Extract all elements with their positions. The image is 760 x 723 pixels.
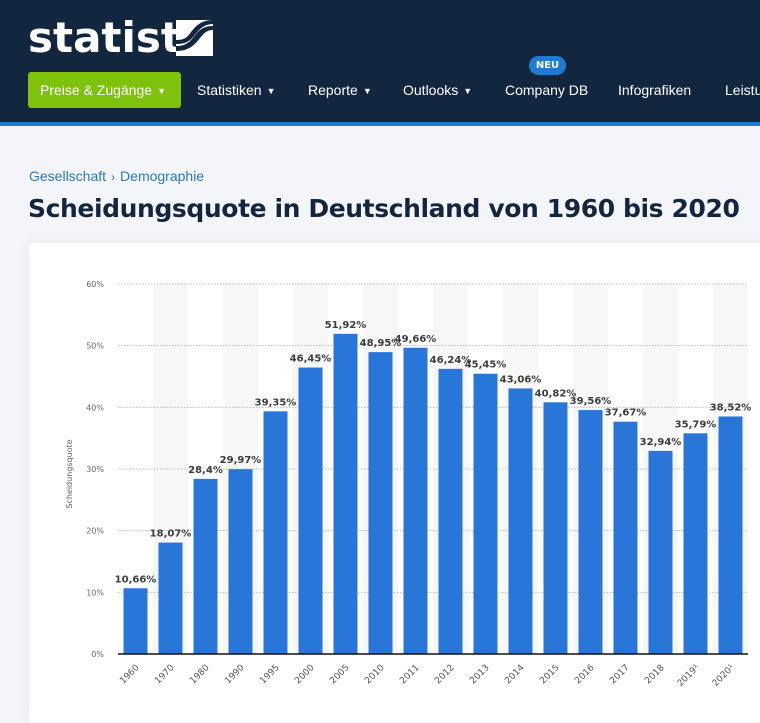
- x-tick-label: 2018: [643, 663, 666, 686]
- data-label: 39,56%: [570, 396, 612, 407]
- x-tick-label: 1980: [188, 663, 211, 686]
- data-label: 49,66%: [395, 334, 437, 345]
- nav-outlooks[interactable]: Outlooks ▼: [403, 72, 472, 108]
- data-label: 18,07%: [150, 529, 192, 540]
- nav-label: Company DB: [505, 82, 589, 98]
- bar: [508, 388, 533, 654]
- data-label: 28,4%: [188, 465, 223, 476]
- new-badge: NEU: [529, 56, 566, 75]
- bar: [193, 478, 218, 654]
- data-label: 48,95%: [360, 338, 402, 349]
- x-tick-label: 2017: [608, 663, 631, 686]
- data-label: 10,66%: [115, 574, 157, 585]
- y-tick-label: 10%: [86, 588, 104, 597]
- nav-preise-zugaenge[interactable]: Preise & Zugänge ▼: [28, 72, 181, 108]
- bar: [578, 410, 603, 654]
- y-axis-title: Scheidungsquote: [65, 439, 74, 508]
- data-label: 40,82%: [535, 388, 577, 399]
- x-tick-label: 2005: [328, 663, 351, 686]
- x-tick-label: 2000: [293, 663, 316, 686]
- data-label: 39,35%: [255, 397, 297, 408]
- bar: [438, 368, 463, 654]
- nav-label: Outlooks: [403, 82, 459, 98]
- nav-label: Infografiken: [618, 82, 692, 98]
- data-label: 45,45%: [465, 360, 507, 371]
- y-tick-label: 40%: [86, 403, 104, 412]
- statista-logo-icon[interactable]: [176, 20, 213, 56]
- x-tick-label: 1960: [118, 663, 141, 686]
- bar: [683, 433, 708, 654]
- nav-company-db[interactable]: Company DB: [505, 72, 588, 108]
- breadcrumb: Gesellschaft › Demographie: [29, 168, 204, 184]
- nav-infografiken[interactable]: Infografiken: [618, 72, 691, 108]
- bar: [473, 373, 498, 654]
- bar: [123, 588, 148, 654]
- bar: [613, 421, 638, 654]
- y-tick-label: 0%: [91, 650, 104, 659]
- bar: [263, 411, 288, 654]
- y-tick-label: 60%: [86, 280, 104, 289]
- bar: [368, 352, 393, 654]
- x-tick-label: 1970: [153, 663, 176, 686]
- x-tick-label: 1990: [223, 663, 246, 686]
- caret-down-icon: ▼: [362, 86, 372, 96]
- nav-reporte[interactable]: Reporte ▼: [308, 72, 372, 108]
- y-tick-label: 50%: [86, 342, 104, 351]
- data-label: 38,52%: [710, 402, 752, 413]
- bar: [228, 469, 253, 654]
- x-tick-label: 1995: [258, 663, 281, 686]
- caret-down-icon: ▼: [463, 86, 473, 96]
- caret-down-icon: ▼: [266, 86, 276, 96]
- page-title: Scheidungsquote in Deutschland von 1960 …: [28, 194, 740, 223]
- x-tick-label: 2016: [573, 663, 596, 686]
- bar: [158, 542, 183, 654]
- data-label: 46,45%: [290, 354, 332, 365]
- x-tick-label: 2011: [398, 663, 421, 686]
- bar: [333, 333, 358, 654]
- nav-label: Leistu: [725, 82, 760, 98]
- nav-label: Preise & Zugänge: [40, 82, 153, 98]
- data-label: 32,94%: [640, 437, 682, 448]
- bar: [718, 416, 743, 654]
- bar: [298, 367, 323, 654]
- bar: [648, 450, 673, 654]
- nav-label: Statistiken: [197, 82, 262, 98]
- bar: [543, 402, 568, 654]
- data-label: 29,97%: [220, 455, 262, 466]
- x-tick-label: 2019¹: [676, 663, 702, 689]
- bar: [403, 347, 428, 654]
- x-tick-label: 2013: [468, 663, 491, 686]
- breadcrumb-gesellschaft[interactable]: Gesellschaft: [29, 168, 107, 184]
- x-tick-label: 2010: [363, 663, 386, 686]
- x-tick-label: 2012: [433, 663, 456, 686]
- data-label: 51,92%: [325, 320, 367, 331]
- data-label: 46,24%: [430, 355, 472, 366]
- x-tick-label: 2015: [538, 663, 561, 686]
- y-tick-label: 30%: [86, 465, 104, 474]
- x-tick-label: 2014: [503, 663, 526, 686]
- breadcrumb-demographie[interactable]: Demographie: [120, 168, 205, 184]
- nav-statistiken[interactable]: Statistiken ▼: [197, 72, 276, 108]
- data-label: 43,06%: [500, 374, 542, 385]
- data-label: 35,79%: [675, 419, 717, 430]
- x-tick-label: 2020¹: [711, 663, 737, 689]
- data-label: 37,67%: [605, 408, 647, 419]
- nav-label: Reporte: [308, 82, 358, 98]
- top-navigation-bar: statista Preise & Zugänge ▼ Statistiken ▼ …: [0, 0, 760, 126]
- breadcrumb-separator: ›: [111, 170, 116, 184]
- nav-leistungen[interactable]: Leistu: [725, 72, 760, 108]
- caret-down-icon: ▼: [157, 86, 166, 96]
- y-tick-label: 20%: [86, 527, 104, 536]
